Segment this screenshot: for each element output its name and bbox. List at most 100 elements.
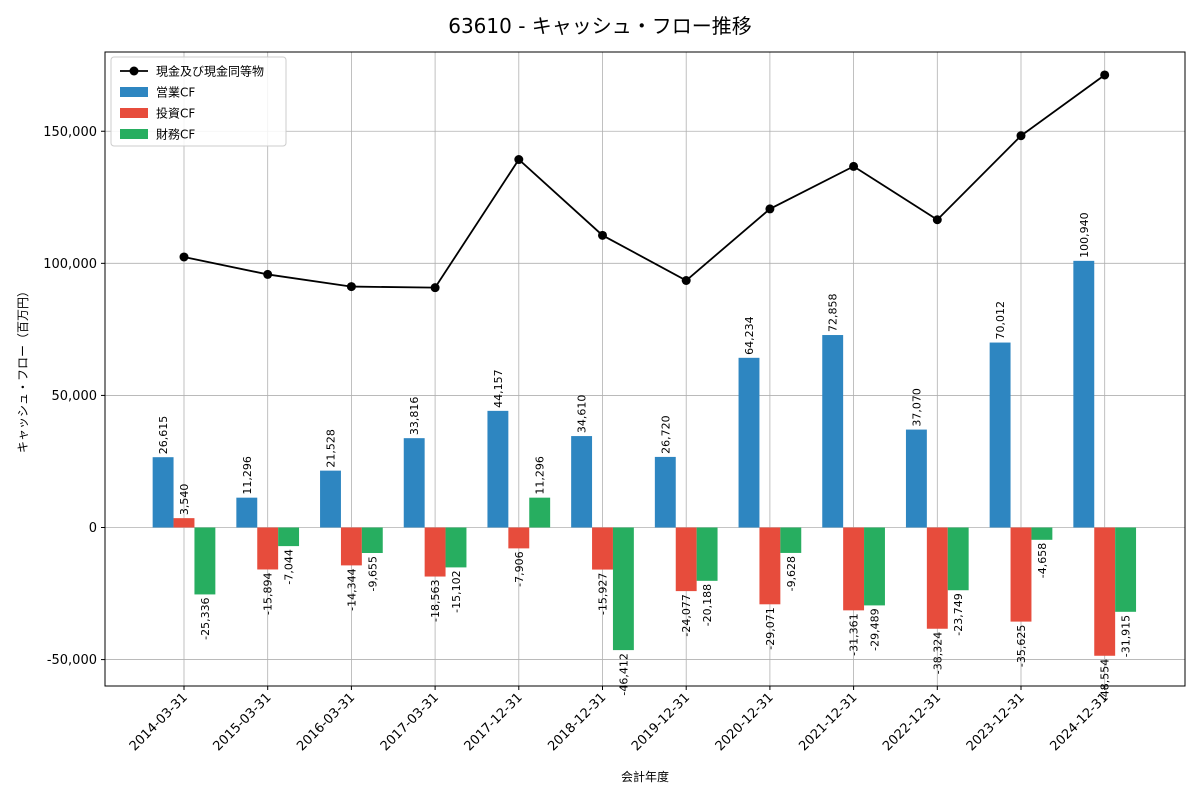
- bar-投資CF: [843, 527, 865, 611]
- chart-title: 63610 - キャッシュ・フロー推移: [448, 14, 752, 38]
- bar-value-label: 11,296: [241, 456, 254, 495]
- bar-財務CF: [780, 527, 802, 553]
- bar-value-label: -9,655: [366, 556, 379, 591]
- bar-value-label: -15,102: [450, 570, 463, 612]
- bar-財務CF: [361, 527, 383, 554]
- bar-value-label: -24,077: [680, 594, 693, 636]
- bar-営業CF: [989, 342, 1011, 528]
- bar-value-label: 26,720: [659, 415, 672, 454]
- bar-営業CF: [738, 357, 760, 528]
- bar-営業CF: [487, 410, 509, 528]
- x-tick-label: 2023-12-31: [964, 690, 1028, 754]
- bar-投資CF: [257, 527, 279, 570]
- bar-営業CF: [152, 457, 174, 528]
- cash-point: [346, 282, 356, 292]
- bar-value-label: 11,296: [534, 456, 547, 495]
- cash-point: [765, 204, 775, 214]
- cash-point: [514, 155, 524, 165]
- y-tick-label: 0: [89, 521, 97, 536]
- bar-value-label: 100,940: [1078, 212, 1091, 258]
- legend-bar-swatch: [120, 129, 148, 139]
- bar-投資CF: [926, 527, 948, 629]
- bar-value-label: -7,906: [513, 551, 526, 586]
- cash-line: [179, 70, 1110, 293]
- x-tick-label: 2014-03-31: [127, 690, 191, 754]
- x-tick-label: 2018-12-31: [545, 690, 609, 754]
- legend-bar-swatch: [120, 108, 148, 118]
- legend-label: 財務CF: [156, 127, 195, 142]
- bar-財務CF: [864, 527, 885, 606]
- bar-value-label: -29,071: [764, 607, 777, 649]
- bar-value-label: -31,361: [848, 613, 861, 655]
- bar-営業CF: [571, 436, 593, 528]
- bar-財務CF: [947, 527, 969, 591]
- bar-財務CF: [612, 527, 634, 651]
- bar-value-label: -35,625: [1015, 625, 1028, 667]
- bar-value-label: -4,658: [1036, 543, 1049, 578]
- x-tick-label: 2019-12-31: [629, 690, 693, 754]
- y-tick-label: -50,000: [47, 653, 97, 668]
- bar-財務CF: [445, 527, 467, 568]
- bar-投資CF: [340, 527, 362, 566]
- bar-value-label: 37,070: [910, 388, 923, 427]
- bar-営業CF: [320, 470, 341, 528]
- bar-value-label: -23,749: [952, 593, 965, 635]
- bar-営業CF: [822, 335, 844, 528]
- bar-財務CF: [1115, 527, 1137, 612]
- y-axis: -50,000 0 50,000 100,000 150,000: [43, 125, 105, 668]
- bar-value-label: -7,044: [283, 549, 296, 584]
- cash-point: [263, 269, 273, 279]
- bar-投資CF: [424, 527, 446, 577]
- bar-value-label: 34,610: [576, 395, 589, 434]
- bar-営業CF: [654, 456, 676, 528]
- bar-value-label: -25,336: [199, 597, 212, 639]
- y-axis-title: キャッシュ・フロー（百万円）: [16, 285, 30, 453]
- cash-point: [1016, 131, 1026, 141]
- bar-投資CF: [508, 527, 530, 549]
- bar-投資CF: [592, 527, 613, 570]
- cash-point: [681, 276, 691, 286]
- bar-投資CF: [675, 527, 697, 592]
- data-labels: 26,615 11,296 21,528 33,816 44,157 34,610 26,7…: [157, 212, 1133, 701]
- legend-marker: [129, 66, 139, 76]
- bar-value-label: -29,489: [869, 608, 882, 650]
- cash-line-path: [183, 74, 1106, 289]
- bar-投資CF: [1010, 527, 1032, 622]
- cash-point: [932, 215, 942, 225]
- bar-value-label: 64,234: [743, 316, 756, 355]
- x-tick-label: 2015-03-31: [210, 690, 274, 754]
- bar-value-label: -14,344: [345, 568, 358, 610]
- bar-value-label: -31,915: [1120, 615, 1133, 657]
- y-tick-label: 50,000: [52, 389, 98, 404]
- cash-point: [849, 161, 859, 171]
- legend-frame: [110, 56, 287, 147]
- plot-frame: [104, 51, 1186, 687]
- bar-value-label: 3,540: [178, 484, 191, 516]
- cash-point: [598, 230, 607, 240]
- bar-value-label: -15,894: [262, 572, 275, 614]
- bars: [152, 260, 1137, 656]
- bar-営業CF: [1073, 260, 1095, 528]
- x-tick-label: 2017-03-31: [378, 690, 442, 754]
- bar-value-label: 44,157: [492, 369, 505, 408]
- bar-value-label: 21,528: [325, 429, 338, 468]
- bar-投資CF: [1094, 527, 1116, 656]
- legend-label: 現金及び現金同等物: [156, 64, 264, 79]
- cash-point: [430, 283, 440, 293]
- x-tick-label: 2017-12-31: [462, 690, 526, 754]
- bar-value-label: -20,188: [701, 584, 714, 626]
- bar-財務CF: [1031, 527, 1053, 540]
- x-tick-label: 2021-12-31: [796, 690, 860, 754]
- bar-value-label: 33,816: [408, 397, 421, 436]
- bar-営業CF: [905, 429, 927, 528]
- bar-財務CF: [696, 527, 718, 581]
- bar-value-label: -9,628: [785, 556, 798, 591]
- x-tick-label: 2022-12-31: [880, 690, 944, 754]
- bar-営業CF: [236, 497, 258, 528]
- x-axis-title: 会計年度: [621, 769, 669, 784]
- legend-label: 投資CF: [156, 106, 195, 121]
- x-tick-label: 2020-12-31: [713, 690, 777, 754]
